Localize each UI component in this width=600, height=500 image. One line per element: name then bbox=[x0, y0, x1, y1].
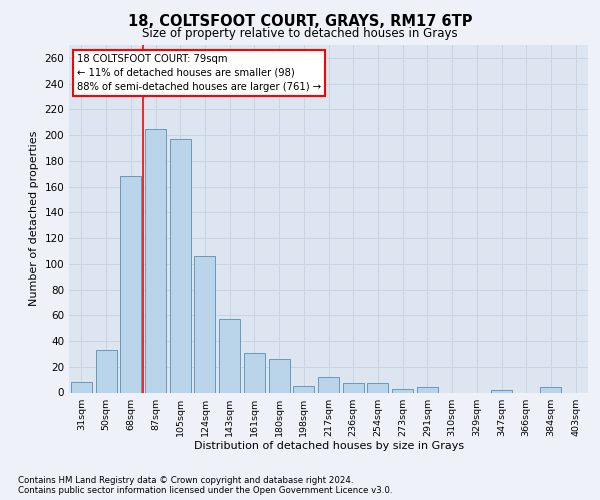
Text: Size of property relative to detached houses in Grays: Size of property relative to detached ho… bbox=[142, 28, 458, 40]
Bar bbox=[293, 386, 314, 392]
Bar bbox=[343, 384, 364, 392]
Bar bbox=[194, 256, 215, 392]
Bar bbox=[170, 139, 191, 392]
Bar bbox=[71, 382, 92, 392]
Bar bbox=[269, 359, 290, 392]
Bar bbox=[244, 352, 265, 393]
Y-axis label: Number of detached properties: Number of detached properties bbox=[29, 131, 39, 306]
Bar bbox=[318, 377, 339, 392]
Bar bbox=[219, 319, 240, 392]
Bar bbox=[417, 388, 438, 392]
Bar bbox=[367, 384, 388, 392]
Bar bbox=[120, 176, 141, 392]
Bar bbox=[491, 390, 512, 392]
Text: Contains public sector information licensed under the Open Government Licence v3: Contains public sector information licen… bbox=[18, 486, 392, 495]
Bar bbox=[392, 388, 413, 392]
Text: 18, COLTSFOOT COURT, GRAYS, RM17 6TP: 18, COLTSFOOT COURT, GRAYS, RM17 6TP bbox=[128, 14, 472, 29]
Text: 18 COLTSFOOT COURT: 79sqm
← 11% of detached houses are smaller (98)
88% of semi-: 18 COLTSFOOT COURT: 79sqm ← 11% of detac… bbox=[77, 54, 321, 92]
Bar bbox=[95, 350, 116, 393]
Text: Distribution of detached houses by size in Grays: Distribution of detached houses by size … bbox=[194, 441, 464, 451]
Text: Contains HM Land Registry data © Crown copyright and database right 2024.: Contains HM Land Registry data © Crown c… bbox=[18, 476, 353, 485]
Bar bbox=[145, 128, 166, 392]
Bar bbox=[541, 388, 562, 392]
